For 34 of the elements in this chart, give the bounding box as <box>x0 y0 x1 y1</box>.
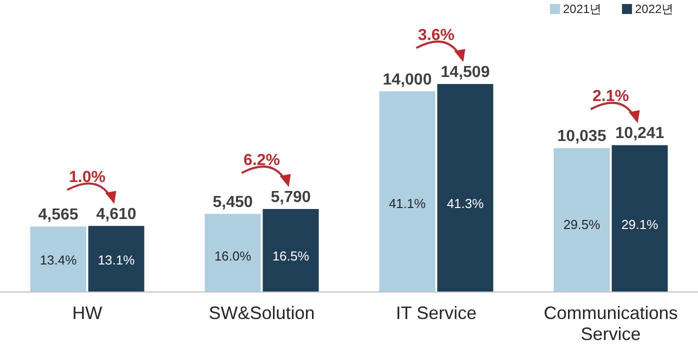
x-tick-label: IT Service <box>396 303 477 323</box>
bar <box>204 214 261 292</box>
data-label: 5,450 <box>212 194 253 211</box>
data-label: 10,241 <box>615 125 664 142</box>
data-label: 5,790 <box>270 188 311 206</box>
bar <box>30 226 86 292</box>
annotation: 13.1% <box>98 252 136 268</box>
annotation: 16.5% <box>272 248 310 264</box>
text: 3.6% <box>418 27 454 44</box>
legend-label: 2022년 <box>635 2 674 16</box>
bar <box>262 208 319 292</box>
annotation: 1.0% <box>69 168 106 186</box>
x-tick-label: Communications Service <box>544 303 678 344</box>
bar <box>554 148 610 292</box>
annotation: 41.3% <box>446 196 484 211</box>
data-label: 14,000 <box>382 71 432 88</box>
data-label: 4,565 <box>38 206 78 224</box>
annotation: 41.1% <box>388 196 426 211</box>
bar <box>437 84 494 292</box>
annotation: 29.5% <box>563 216 601 232</box>
legend-label: 2021년 <box>563 2 602 16</box>
annotation: 2.1% <box>592 88 629 106</box>
data-label: 14,509 <box>440 64 490 81</box>
annotation: 6.2% <box>244 152 280 169</box>
x-tick-label: HW <box>72 303 102 323</box>
x-tick-label: SW&Solution <box>208 303 315 323</box>
data-label: 10,035 <box>557 128 606 146</box>
annotation: 13.4% <box>40 252 78 268</box>
annotation: 16.0% <box>214 248 252 264</box>
bar <box>88 226 144 292</box>
bar <box>612 145 668 292</box>
bar <box>379 91 436 292</box>
data-label: 4,610 <box>96 206 136 223</box>
annotation: 29.1% <box>621 216 659 232</box>
